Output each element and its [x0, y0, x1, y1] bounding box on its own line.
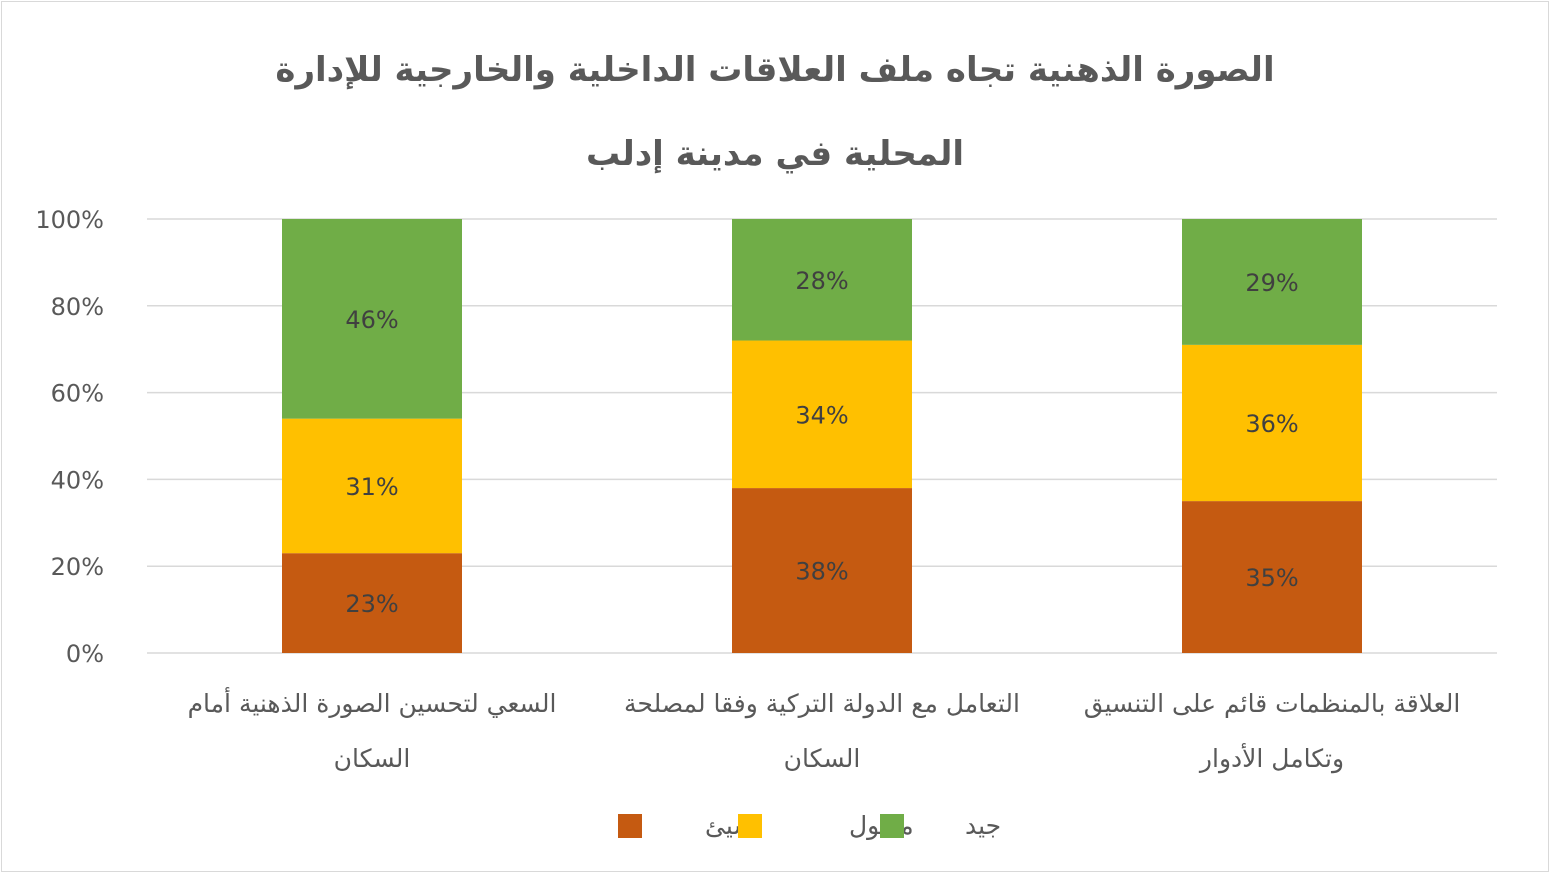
bar-segment [282, 219, 462, 419]
bar-segment [282, 553, 462, 653]
legend-label: جيد [965, 811, 1001, 840]
x-category-label: السكان [334, 744, 411, 773]
y-tick-label: 0% [66, 640, 104, 668]
x-category-label: السعي لتحسين الصورة الذهنية أمام [188, 686, 557, 718]
x-category-label: السكان [784, 744, 861, 773]
bar-segment [732, 340, 912, 489]
bar-segment [282, 418, 462, 554]
data-label: 35% [1245, 564, 1298, 592]
bar-segment [1182, 219, 1362, 345]
bar-segment [1182, 344, 1362, 502]
y-tick-label: 40% [51, 466, 104, 494]
x-category-label: العلاقة بالمنظمات قائم على التنسيق [1084, 689, 1461, 719]
data-label: 38% [795, 558, 848, 586]
y-tick-label: 100% [35, 206, 104, 234]
chart-title-line-2: المحلية في مدينة إدلب [585, 134, 965, 174]
data-label: 29% [1245, 269, 1298, 297]
data-label: 36% [1245, 410, 1298, 438]
legend: سيئمقبولجيد [618, 811, 1001, 840]
data-label: 23% [345, 590, 398, 618]
bars: 23% 31% 46% 38% 34% 28% 35% 36% 29% [282, 219, 1362, 653]
bar-segment [732, 219, 912, 341]
data-label: 28% [795, 267, 848, 295]
bar-segment [732, 488, 912, 653]
x-category-label: التعامل مع الدولة التركية وفقا لمصلحة [624, 689, 1020, 719]
y-tick-label: 60% [51, 380, 104, 408]
legend-swatch [880, 814, 904, 838]
y-tick-label: 20% [51, 553, 104, 581]
legend-swatch [738, 814, 762, 838]
data-label: 34% [795, 401, 848, 429]
data-label: 31% [345, 473, 398, 501]
chart-title-line-1: الصورة الذهنية تجاه ملف العلاقات الداخلي… [275, 50, 1275, 90]
y-axis-ticks: 0% 20% 40% 60% 80% 100% [35, 206, 104, 668]
bar-segment [1182, 501, 1362, 653]
legend-swatch [618, 814, 642, 838]
x-axis-labels: السعي لتحسين الصورة الذهنية أمام السكان ال… [188, 686, 1461, 774]
data-label: 46% [345, 306, 398, 334]
x-category-label: وتكامل الأدوار [1198, 742, 1344, 774]
y-tick-label: 80% [51, 293, 104, 321]
